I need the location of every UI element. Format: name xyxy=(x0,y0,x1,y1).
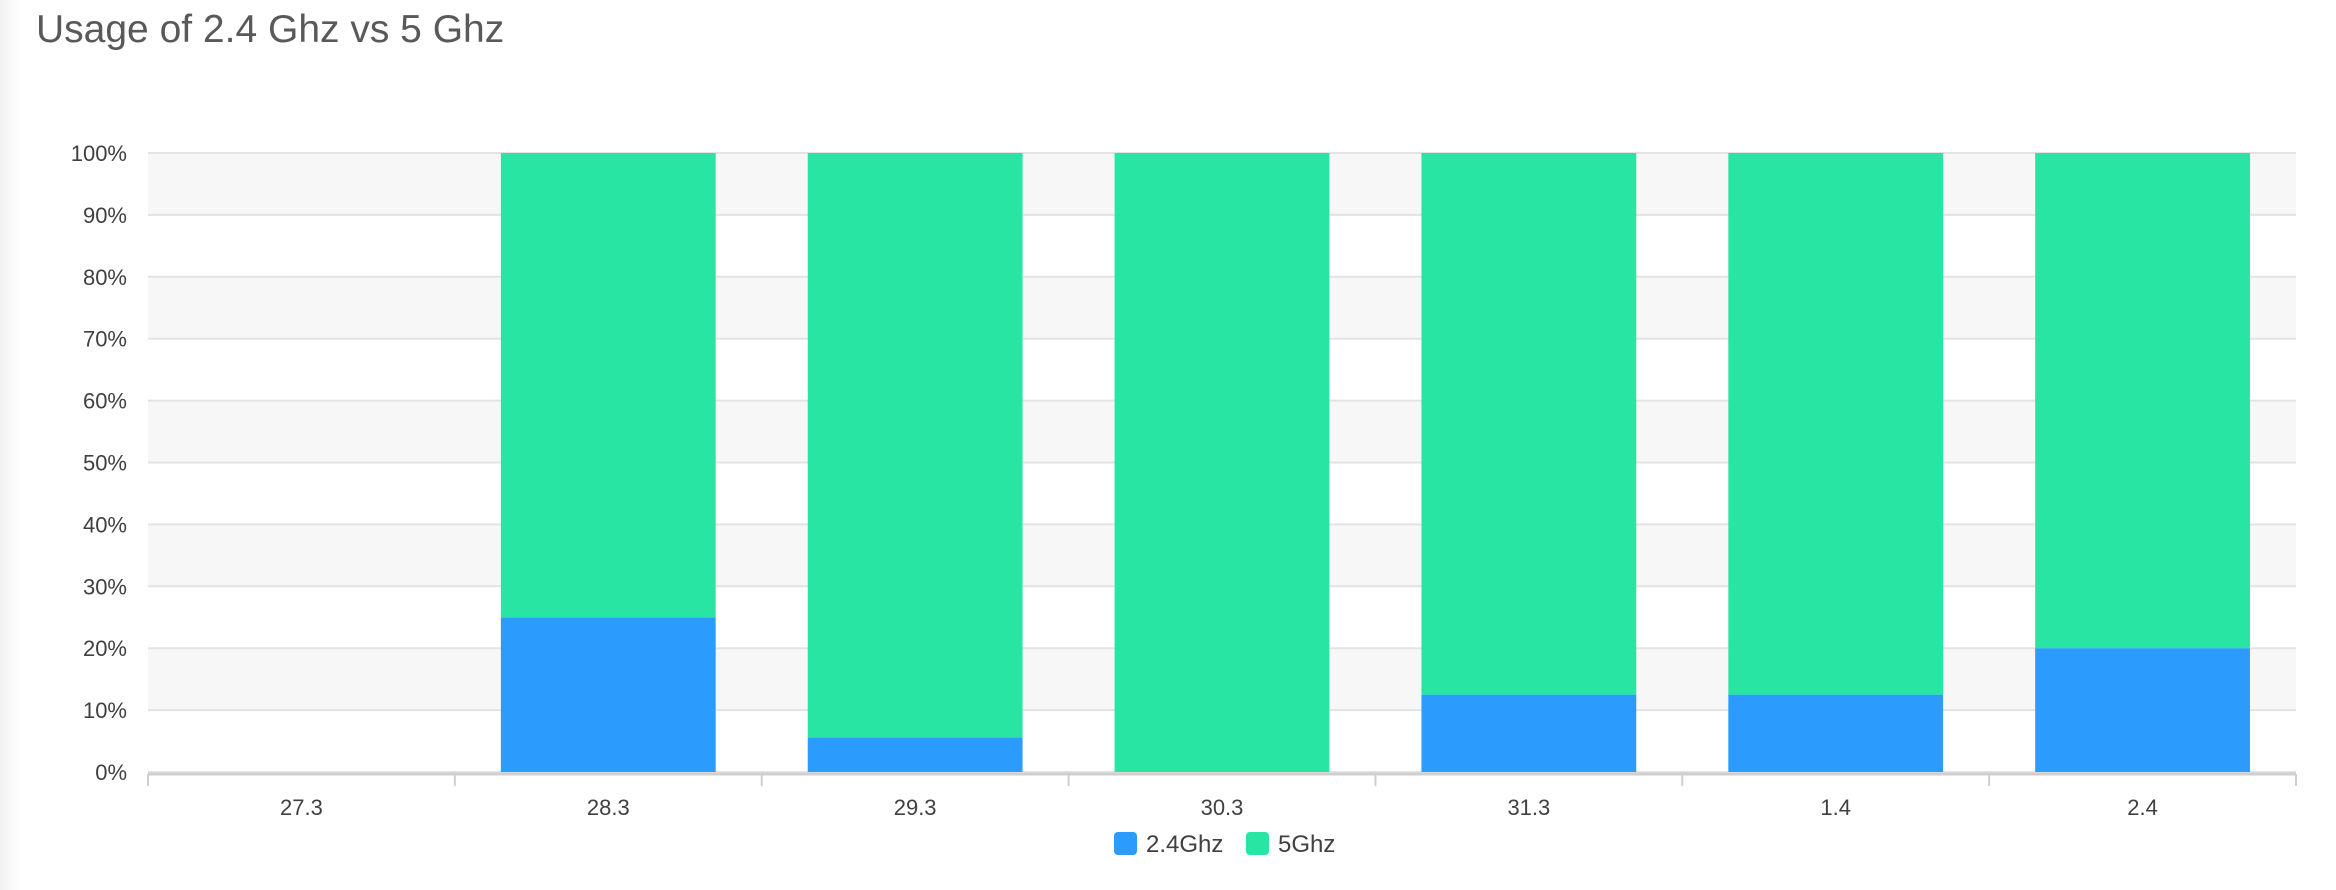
bar-segment-2-4ghz xyxy=(1421,694,1637,772)
x-tick-label: 28.3 xyxy=(587,795,630,820)
x-tick-label: 1.4 xyxy=(1820,795,1851,820)
y-tick-label: 90% xyxy=(83,203,127,228)
y-tick-label: 80% xyxy=(83,265,127,290)
y-tick-label: 10% xyxy=(83,698,127,723)
x-tick-label: 27.3 xyxy=(280,795,323,820)
bar-segment-5ghz xyxy=(807,153,1023,738)
y-tick-label: 20% xyxy=(83,636,127,661)
legend-label: 2.4Ghz xyxy=(1146,831,1223,858)
x-tick-label: 31.3 xyxy=(1507,795,1550,820)
legend-item: 2.4Ghz xyxy=(1114,831,1223,858)
y-tick-label: 100% xyxy=(71,141,127,166)
chart-title: Usage of 2.4 Ghz vs 5 Ghz xyxy=(36,8,505,51)
y-tick-label: 60% xyxy=(83,389,127,414)
bars xyxy=(500,153,2250,772)
x-axis xyxy=(147,772,2297,786)
bar-segment-5ghz xyxy=(1421,153,1637,695)
bar-segment-2-4ghz xyxy=(500,617,716,772)
legend: 2.4Ghz 5Ghz xyxy=(1114,831,1335,858)
x-tick-label: 2.4 xyxy=(2127,795,2158,820)
bar-segment-2-4ghz xyxy=(2035,648,2250,772)
x-tick-label: 30.3 xyxy=(1201,795,1244,820)
bar-segment-2-4ghz xyxy=(1728,694,1944,772)
legend-item: 5Ghz xyxy=(1246,831,1335,858)
y-tick-label: 40% xyxy=(83,512,127,537)
legend-swatch xyxy=(1114,832,1137,855)
y-tick-label: 0% xyxy=(95,760,127,785)
legend-label: 5Ghz xyxy=(1278,831,1335,858)
x-axis-tick-labels: 27.3 28.3 29.3 30.3 31.3 1.4 2.4 xyxy=(280,795,2158,820)
y-tick-label: 50% xyxy=(83,451,127,476)
y-tick-label: 30% xyxy=(83,574,127,599)
bar-segment-5ghz xyxy=(1728,153,1944,695)
y-axis-tick-labels: 0% 10% 20% 30% 40% 50% 60% 70% 80% 90% 100% xyxy=(71,141,127,785)
x-tick-label: 29.3 xyxy=(894,795,937,820)
panel-shadow xyxy=(0,0,20,890)
bar-segment-2-4ghz xyxy=(807,737,1023,772)
bar-segment-5ghz xyxy=(1114,153,1330,772)
bar-segment-5ghz xyxy=(2035,153,2250,649)
bar-segment-5ghz xyxy=(500,153,716,618)
y-tick-label: 70% xyxy=(83,327,127,352)
legend-swatch xyxy=(1246,832,1269,855)
